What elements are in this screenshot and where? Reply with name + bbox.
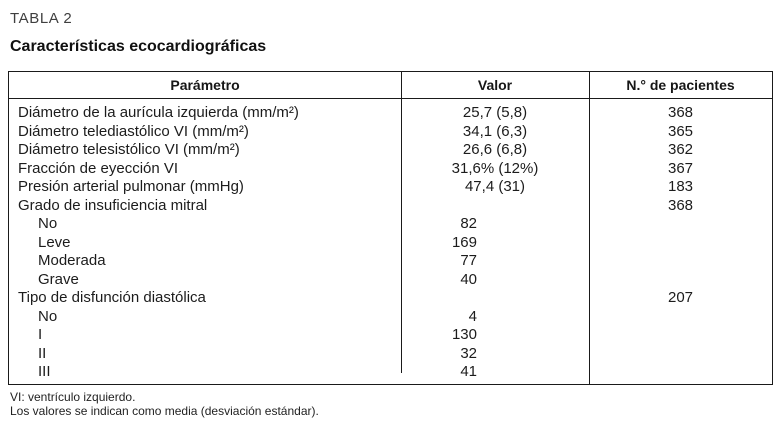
pacientes-cell: 367 xyxy=(667,159,694,177)
valor-cell xyxy=(401,289,589,308)
pacientes-cell xyxy=(589,363,772,382)
table-row: Moderada 77 xyxy=(9,252,772,271)
table-row: Leve 169 xyxy=(9,234,772,253)
table-row: No 82 xyxy=(9,215,772,234)
pacientes-cell xyxy=(589,326,772,345)
param-cell: Diámetro de la aurícula izquierda (mm/m²… xyxy=(18,104,299,121)
param-cell: I xyxy=(38,326,43,343)
pacientes-cell: 365 xyxy=(667,122,694,140)
table-row: II 32 xyxy=(9,345,772,364)
valor-cell: 31,6% (12%) xyxy=(451,159,539,177)
table-row: Diámetro de la aurícula izquierda (mm/m²… xyxy=(9,104,772,123)
column-divider-parametro-valor xyxy=(401,72,402,373)
header-pacientes: N.° de pacientes xyxy=(626,77,735,93)
param-cell: Presión arterial pulmonar (mmHg) xyxy=(18,178,244,195)
pacientes-cell: 207 xyxy=(667,289,694,306)
pacientes-cell xyxy=(589,252,772,271)
table-row: No 4 xyxy=(9,308,772,327)
param-cell: Grave xyxy=(38,270,79,288)
table-row: Tipo de disfunción diastólica 207 xyxy=(9,289,772,308)
valor-cell: 82 xyxy=(460,215,477,232)
table-row: Grado de insuficiencia mitral 368 xyxy=(9,197,772,216)
param-cell: No xyxy=(38,307,58,325)
table-row: Grave 40 xyxy=(9,271,772,290)
table-row: Diámetro telesistólico VI (mm/m²) 26,6 (6… xyxy=(9,141,772,160)
pacientes-cell xyxy=(589,215,772,234)
valor-cell: 169 xyxy=(451,233,477,251)
param-cell: Moderada xyxy=(38,252,106,269)
valor-cell: 77 xyxy=(460,252,477,269)
pacientes-cell: 183 xyxy=(667,178,694,195)
footnote-values-note: Los valores se indican como media (desvi… xyxy=(10,404,319,418)
pacientes-cell xyxy=(589,345,772,364)
valor-cell xyxy=(401,197,589,216)
pacientes-cell: 368 xyxy=(667,104,694,121)
table-title: Características ecocardiográficas xyxy=(10,38,267,55)
valor-cell: 32 xyxy=(460,344,477,362)
valor-cell: 130 xyxy=(451,326,477,343)
table-row: Diámetro telediastólico VI (mm/m²) 34,1 (… xyxy=(9,123,772,142)
pacientes-cell xyxy=(589,271,772,290)
param-cell: Diámetro telesistólico VI (mm/m²) xyxy=(18,141,240,158)
valor-cell: 25,7 (5,8) xyxy=(462,104,528,121)
table-row: Presión arterial pulmonar (mmHg) 47,4 (31… xyxy=(9,178,772,197)
param-cell: Diámetro telediastólico VI (mm/m²) xyxy=(18,122,249,140)
table-body: Diámetro de la aurícula izquierda (mm/m²… xyxy=(9,99,772,382)
valor-cell: 41 xyxy=(460,363,477,380)
footnote-abbreviation: VI: ventrículo izquierdo. xyxy=(10,390,136,404)
pacientes-cell: 362 xyxy=(667,141,694,158)
table-number-label: TABLA 2 xyxy=(10,10,73,27)
param-cell: No xyxy=(38,215,58,232)
table-row: III 41 xyxy=(9,363,772,382)
param-cell: Fracción de eyección VI xyxy=(18,159,179,177)
pacientes-cell: 368 xyxy=(667,196,694,214)
pacientes-cell xyxy=(589,234,772,253)
valor-cell: 40 xyxy=(460,270,477,288)
param-cell: Grado de insuficiencia mitral xyxy=(18,196,208,214)
pacientes-cell xyxy=(589,308,772,327)
header-parametro: Parámetro xyxy=(170,77,240,93)
table-row: I 130 xyxy=(9,326,772,345)
header-valor: Valor xyxy=(477,77,513,93)
param-cell: II xyxy=(38,344,47,362)
param-cell: III xyxy=(38,363,51,380)
valor-cell: 26,6 (6,8) xyxy=(462,141,528,158)
table-row: Fracción de eyección VI 31,6% (12%) 367 xyxy=(9,160,772,179)
valor-cell: 47,4 (31) xyxy=(464,178,526,195)
table-header-row: Parámetro Valor N.° de pacientes xyxy=(9,72,772,99)
column-divider-valor-pacientes xyxy=(589,72,590,384)
valor-cell: 4 xyxy=(468,307,477,325)
echocardiographic-table: Parámetro Valor N.° de pacientes Diámetr… xyxy=(8,71,773,385)
param-cell: Leve xyxy=(38,233,71,251)
valor-cell: 34,1 (6,3) xyxy=(462,122,528,140)
param-cell: Tipo de disfunción diastólica xyxy=(18,289,206,306)
